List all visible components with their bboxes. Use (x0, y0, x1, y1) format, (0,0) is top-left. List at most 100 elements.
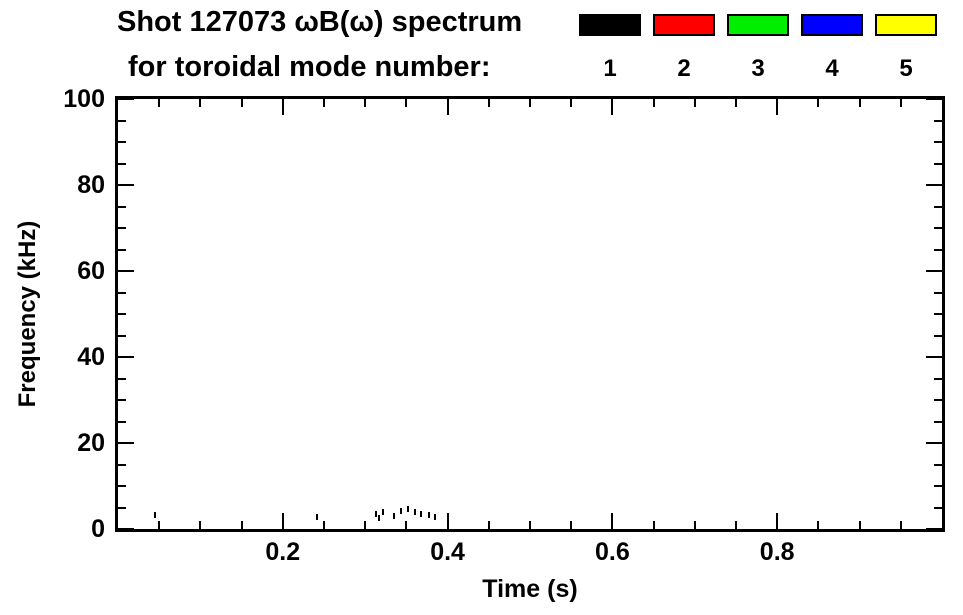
legend-swatch-mode-1 (579, 14, 641, 36)
x-minor-tick (364, 521, 367, 529)
data-point-n=1 (428, 512, 431, 519)
x-minor-tick (199, 521, 202, 529)
x-minor-tick (323, 521, 325, 529)
x-minor-tick (858, 521, 861, 529)
x-major-tick (611, 513, 614, 529)
x-minor-tick (735, 99, 737, 107)
x-minor-tick (487, 99, 490, 107)
x-tick-label-0.6: 0.6 (595, 538, 630, 566)
x-minor-tick (240, 521, 243, 529)
data-point-n=1 (420, 510, 423, 517)
x-tick-label-0.8: 0.8 (759, 538, 795, 566)
legend-label-mode-4: 4 (825, 55, 839, 82)
data-point-n=1 (154, 512, 157, 519)
y-tick-label-40: 40 (77, 343, 105, 371)
y-minor-tick (118, 313, 126, 315)
y-minor-tick (934, 485, 942, 487)
data-point-n=1 (400, 507, 403, 514)
legend-label-mode-3: 3 (751, 55, 765, 82)
legend-swatch-mode-4 (801, 14, 863, 36)
y-major-tick (926, 442, 942, 444)
x-major-tick (776, 513, 779, 529)
y-minor-tick (118, 205, 126, 208)
x-minor-tick (487, 521, 490, 529)
data-point-n=1 (434, 513, 437, 520)
y-minor-tick (934, 399, 942, 401)
x-tick-label-0.2: 0.2 (265, 538, 301, 566)
x-minor-tick (405, 99, 408, 107)
x-major-tick (446, 513, 449, 529)
y-tick-label-60: 60 (77, 257, 105, 285)
x-minor-tick (199, 99, 202, 107)
legend-number-row: 1 2 3 4 5 (579, 55, 937, 83)
y-major-tick (926, 98, 942, 100)
y-minor-tick (934, 162, 942, 165)
x-minor-tick (570, 521, 573, 529)
y-minor-tick (934, 119, 942, 122)
y-minor-tick (934, 205, 942, 208)
x-minor-tick (858, 99, 861, 107)
y-major-tick (926, 356, 942, 358)
y-major-tick (926, 528, 942, 530)
x-minor-tick (652, 99, 655, 107)
x-tick-label-0.4: 0.4 (430, 538, 465, 566)
y-tick-label-20: 20 (77, 429, 105, 457)
y-major-tick (118, 528, 134, 530)
y-minor-tick (934, 420, 942, 423)
y-minor-tick (934, 463, 942, 466)
x-minor-tick (405, 521, 408, 529)
y-minor-tick (934, 248, 942, 251)
y-minor-tick (118, 334, 126, 337)
y-minor-tick (934, 141, 942, 143)
legend-swatch-mode-5 (875, 14, 937, 36)
x-minor-tick (240, 99, 243, 107)
x-minor-tick (899, 99, 902, 107)
x-minor-tick (364, 99, 367, 107)
y-minor-tick (118, 248, 126, 251)
data-point-n=1 (374, 510, 377, 517)
x-minor-tick (735, 521, 737, 529)
x-minor-tick (158, 99, 161, 107)
y-minor-tick (118, 227, 126, 229)
y-major-tick (118, 184, 134, 186)
y-axis-label: Frequency (kHz) (14, 220, 41, 408)
x-minor-tick (529, 99, 531, 107)
x-major-tick (281, 513, 284, 529)
y-minor-tick (118, 377, 126, 380)
y-tick-label-0: 0 (91, 515, 105, 543)
y-major-tick (926, 184, 942, 186)
data-point-n=1 (413, 508, 416, 515)
y-minor-tick (934, 291, 942, 294)
y-tick-label-100: 100 (63, 85, 105, 113)
y-minor-tick (118, 485, 126, 487)
y-minor-tick (118, 119, 126, 122)
y-major-tick (118, 356, 134, 358)
x-major-tick (446, 99, 449, 115)
y-minor-tick (118, 162, 126, 165)
y-minor-tick (118, 506, 126, 509)
legend-swatch-row (579, 14, 937, 36)
x-minor-tick (693, 521, 696, 529)
y-minor-tick (934, 334, 942, 337)
legend-label-mode-5: 5 (899, 55, 913, 82)
data-point-n=1 (316, 513, 319, 520)
x-minor-tick (529, 521, 531, 529)
legend-swatch-mode-3 (727, 14, 789, 36)
data-point-n=1 (407, 506, 410, 513)
x-major-tick (281, 99, 284, 115)
x-major-tick (611, 99, 614, 115)
legend-swatch-mode-2 (653, 14, 715, 36)
chart-subtitle: for toroidal mode number: (128, 51, 491, 83)
y-major-tick (118, 442, 134, 444)
y-minor-tick (934, 377, 942, 380)
plot-area (115, 96, 945, 532)
x-minor-tick (652, 521, 655, 529)
y-minor-tick (118, 420, 126, 423)
x-minor-tick (817, 99, 820, 107)
y-tick-label-80: 80 (77, 171, 105, 199)
x-axis-label: Time (s) (482, 575, 578, 603)
y-minor-tick (118, 399, 126, 401)
chart-title: Shot 127073 ωB(ω) spectrum (117, 6, 523, 38)
y-minor-tick (118, 141, 126, 143)
data-point-n=1 (378, 514, 381, 521)
